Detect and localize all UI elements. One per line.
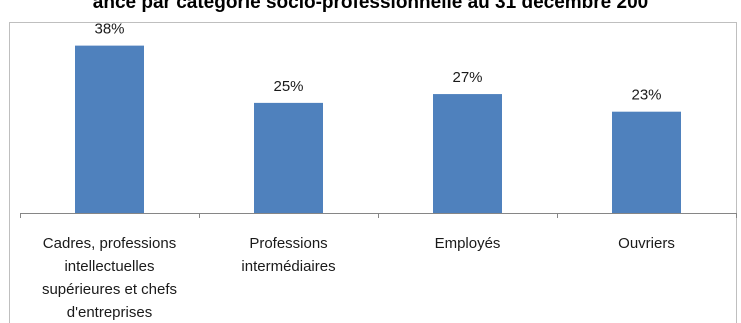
bar-value-label: 38% [94,21,124,38]
category-label: Cadres, professions [43,235,176,252]
category-label: intellectuelles [64,258,154,275]
bar [433,94,502,213]
category-label: supérieures et chefs [42,281,177,298]
category-label: intermédiaires [241,258,335,275]
plot-area-border [9,22,737,323]
category-label: Employés [435,235,501,252]
value-labels: 38% 25% 27% 23% [94,21,661,104]
category-label: d'entreprises [67,304,152,321]
chart-title: ance par catégorie socio-professionnelle… [92,0,649,13]
bar-value-label: 25% [273,78,303,95]
bar [612,111,681,213]
bars-layer [75,45,681,213]
bar [75,45,144,213]
bar-value-label: 23% [631,87,661,104]
x-axis-ticks [20,213,737,218]
bar [254,102,323,213]
bar-value-label: 27% [452,69,482,86]
category-labels: Cadres, professions intellectuelles supéri… [42,235,675,321]
category-label: Professions [249,235,327,252]
category-label: Ouvriers [618,235,675,252]
